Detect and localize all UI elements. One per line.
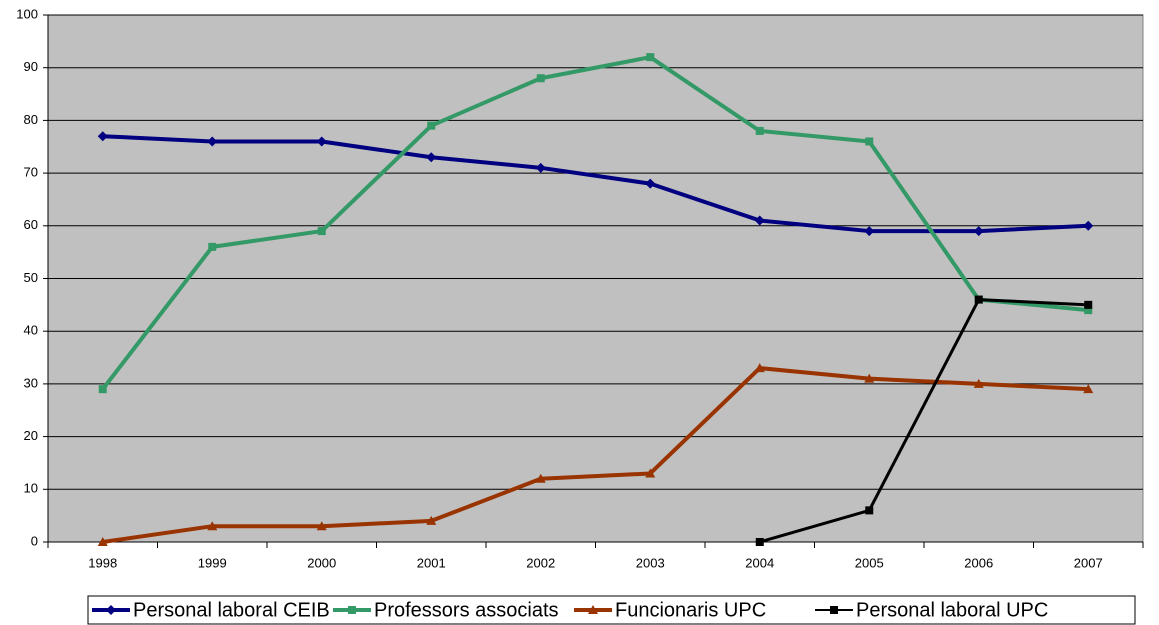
y-tick-label: 90 — [24, 59, 38, 74]
y-tick-label: 40 — [24, 323, 38, 338]
x-tick-label: 2004 — [745, 555, 774, 570]
marker — [97, 131, 108, 142]
series-line — [759, 298, 1089, 544]
y-tick-label: 50 — [24, 270, 38, 285]
marker — [865, 137, 874, 146]
legend-label: Personal laboral UPC — [856, 599, 1048, 621]
marker — [536, 74, 545, 83]
marker — [207, 521, 218, 531]
x-tick-label: 2001 — [417, 555, 446, 570]
y-tick-label: 100 — [16, 6, 38, 21]
x-tick-label: 2000 — [307, 555, 336, 570]
y-tick-label: 20 — [24, 428, 38, 443]
marker — [207, 136, 218, 147]
marker — [974, 295, 983, 304]
marker — [864, 226, 875, 237]
legend-label: Professors associats — [374, 599, 559, 621]
marker — [1084, 300, 1093, 309]
marker — [645, 468, 656, 478]
marker — [97, 537, 108, 546]
marker — [427, 121, 436, 130]
marker — [646, 53, 655, 62]
marker — [1084, 306, 1093, 315]
y-tick-label: 60 — [24, 217, 38, 232]
x-tick-label: 2007 — [1074, 555, 1103, 570]
y-tick-label: 30 — [24, 375, 38, 390]
marker — [1083, 384, 1094, 394]
y-tick-label: 80 — [24, 112, 38, 127]
marker — [208, 242, 217, 251]
x-tick-label: 2006 — [964, 555, 993, 570]
series-line — [102, 366, 1089, 544]
marker — [973, 226, 984, 237]
marker — [645, 178, 656, 189]
marker — [535, 473, 546, 483]
marker — [1083, 220, 1094, 231]
x-tick-label: 2005 — [855, 555, 884, 570]
marker — [316, 136, 327, 147]
legend-label: Personal laboral CEIB — [133, 599, 330, 621]
marker — [755, 538, 764, 546]
y-tick-label: 0 — [31, 533, 38, 548]
marker — [865, 506, 874, 515]
marker — [98, 385, 107, 394]
legend-label: Funcionaris UPC — [615, 599, 766, 621]
marker — [106, 605, 116, 615]
marker — [754, 215, 765, 226]
series-line — [101, 55, 1089, 391]
marker — [426, 515, 437, 525]
x-tick-label: 2003 — [636, 555, 665, 570]
marker — [755, 126, 764, 135]
marker — [754, 363, 765, 373]
marker — [973, 378, 984, 388]
marker — [830, 606, 838, 614]
y-tick-label: 70 — [24, 165, 38, 180]
series-line — [102, 134, 1089, 234]
x-tick-label: 2002 — [526, 555, 555, 570]
marker — [535, 162, 546, 173]
marker — [588, 605, 598, 614]
x-tick-label: 1999 — [198, 555, 227, 570]
marker — [426, 152, 437, 163]
y-tick-label: 10 — [24, 481, 38, 496]
marker — [348, 606, 356, 614]
marker — [316, 521, 327, 531]
x-tick-label: 1998 — [88, 555, 117, 570]
marker — [864, 373, 875, 383]
marker — [317, 227, 326, 236]
